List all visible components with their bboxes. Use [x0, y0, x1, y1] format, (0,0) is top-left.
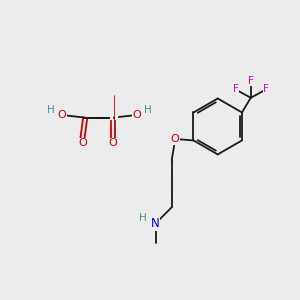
Text: H: H: [47, 105, 55, 115]
Text: F: F: [248, 76, 254, 86]
Text: F: F: [232, 85, 238, 94]
Text: O: O: [78, 138, 87, 148]
Text: O: O: [171, 134, 180, 144]
Text: H: H: [144, 105, 152, 115]
Text: O: O: [109, 138, 118, 148]
Text: H: H: [139, 213, 147, 223]
Text: N: N: [151, 217, 160, 230]
Text: O: O: [57, 110, 66, 120]
Text: F: F: [263, 85, 269, 94]
Text: O: O: [132, 110, 141, 120]
